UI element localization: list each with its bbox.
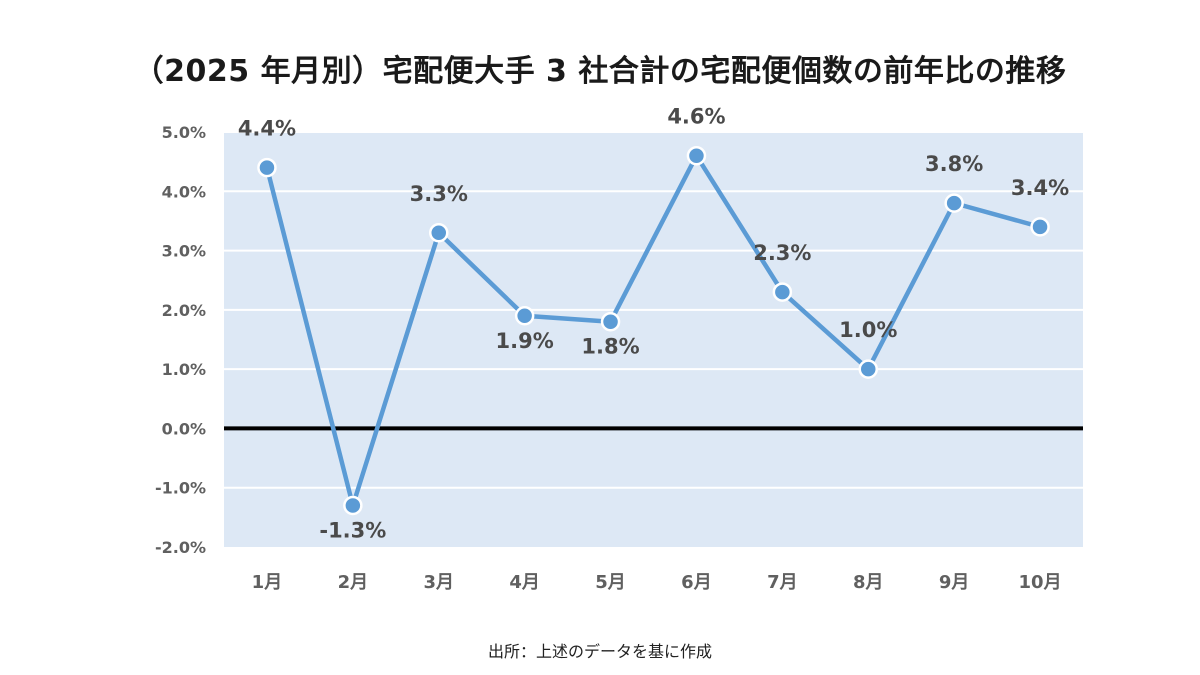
data-label: 3.8% <box>925 152 983 176</box>
y-tick-label: 1.0% <box>162 360 206 379</box>
y-tick-label: 2.0% <box>162 301 206 320</box>
y-tick-label: 0.0% <box>162 419 206 438</box>
y-tick-label: 5.0% <box>162 123 206 142</box>
data-label: 1.0% <box>839 318 897 342</box>
x-tick-label: 6月 <box>681 572 712 593</box>
x-tick-label: 8月 <box>853 572 884 593</box>
x-tick-label: 10月 <box>1019 572 1062 593</box>
data-point <box>514 306 535 326</box>
data-label: -1.3% <box>319 519 386 543</box>
y-tick-label: 4.0% <box>162 182 206 201</box>
x-tick-label: 5月 <box>595 572 626 593</box>
y-tick-label: 3.0% <box>162 242 206 261</box>
x-axis-tick-labels: 1月 2月 3月 4月 5月 6月 7月 8月 9月 10月 <box>252 572 1062 593</box>
data-label: 4.6% <box>667 105 725 129</box>
data-point <box>772 282 793 302</box>
data-point <box>686 145 707 166</box>
x-tick-label: 7月 <box>767 572 798 593</box>
data-point <box>858 359 878 379</box>
data-label: 2.3% <box>753 241 811 265</box>
data-point <box>1030 217 1050 237</box>
x-tick-label: 2月 <box>338 572 369 593</box>
gridlines <box>224 131 1083 489</box>
x-tick-label: 1月 <box>252 572 283 593</box>
data-markers <box>257 145 1050 516</box>
data-point <box>257 157 277 178</box>
y-tick-label: -2.0% <box>155 538 206 557</box>
plot-area <box>224 132 1083 547</box>
x-tick-label: 4月 <box>509 572 540 593</box>
data-label: 4.4% <box>238 117 296 141</box>
data-labels: 4.4% -1.3% 3.3% 1.9% 1.8% 4.6% 2.3% 1.0% 3.8% 3.4… <box>238 105 1069 543</box>
chart-title: （2025 年月別）宅配便大手 3 社合計の宅配便個数の前年比の推移 <box>133 54 1067 89</box>
data-point <box>343 495 363 516</box>
y-tick-label: -1.0% <box>155 479 206 498</box>
data-label: 1.8% <box>581 335 639 359</box>
series-line <box>264 153 1041 508</box>
y-axis-tick-labels: 5.0% 4.0% 3.0% 2.0% 1.0% 0.0% -1.0% -2.0% <box>155 123 206 557</box>
data-point <box>944 193 964 213</box>
data-label: 3.3% <box>410 182 468 206</box>
x-tick-label: 9月 <box>939 572 970 593</box>
data-label: 3.4% <box>1011 176 1069 200</box>
data-label: 1.9% <box>496 329 554 353</box>
data-point <box>429 223 449 243</box>
data-point <box>600 311 621 332</box>
source-note: 出所：上述のデータを基に作成 <box>487 642 712 661</box>
x-tick-label: 3月 <box>423 572 454 593</box>
